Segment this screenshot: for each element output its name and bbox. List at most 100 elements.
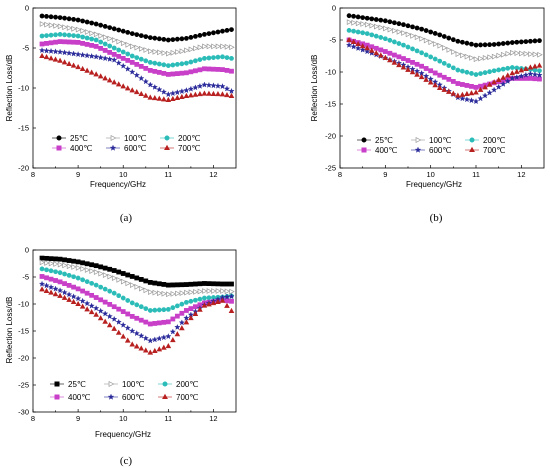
y-tick-label: 0	[25, 246, 29, 255]
data-point	[152, 60, 158, 66]
data-point	[93, 282, 99, 288]
series-5	[39, 286, 235, 355]
legend-label: 600℃	[429, 146, 451, 155]
data-point	[71, 16, 76, 22]
data-point	[39, 286, 45, 292]
data-point	[147, 81, 154, 88]
data-point	[133, 71, 140, 78]
data-point	[71, 39, 76, 45]
data-point	[201, 90, 208, 96]
data-point	[174, 331, 181, 337]
data-point	[134, 315, 140, 321]
data-point	[211, 281, 216, 287]
data-point	[80, 260, 86, 266]
data-point	[129, 314, 135, 319]
data-point	[396, 21, 402, 27]
data-point	[134, 32, 140, 37]
legend-marker	[107, 393, 115, 400]
data-point	[174, 36, 180, 42]
data-point	[481, 92, 489, 99]
data-point	[129, 327, 136, 334]
y-tick-label: 0	[25, 4, 29, 13]
data-point	[53, 14, 58, 20]
panel-c-label: (c)	[120, 455, 133, 467]
data-point	[160, 88, 167, 95]
data-point	[62, 271, 67, 277]
data-point	[125, 41, 132, 48]
data-point	[125, 311, 131, 317]
data-point	[89, 42, 95, 48]
data-point	[125, 57, 131, 63]
data-point	[115, 318, 122, 325]
data-point	[220, 28, 225, 34]
data-point	[107, 266, 113, 272]
data-point	[66, 16, 72, 22]
data-point	[129, 31, 135, 36]
data-point	[52, 56, 59, 62]
data-point	[446, 35, 452, 41]
data-point	[138, 56, 144, 62]
data-point	[224, 92, 230, 98]
data-point	[39, 255, 45, 261]
data-point	[509, 40, 515, 45]
data-point	[459, 95, 466, 102]
data-point	[134, 275, 140, 281]
data-point	[39, 41, 45, 47]
data-point	[364, 45, 371, 51]
data-point	[179, 36, 185, 42]
data-point	[143, 306, 149, 311]
data-point	[400, 64, 407, 70]
data-point	[62, 15, 67, 21]
data-point	[532, 38, 538, 44]
data-point	[134, 283, 141, 290]
data-point	[111, 290, 117, 296]
y-tick-label: -5	[329, 36, 336, 45]
data-point	[414, 61, 420, 67]
panel-c-ylabel: Reflection Loss/dB	[5, 297, 14, 364]
data-point	[478, 55, 484, 62]
data-point	[229, 298, 234, 304]
series-4	[38, 280, 235, 344]
data-point	[84, 267, 91, 273]
data-point	[188, 298, 194, 304]
data-point	[129, 59, 135, 65]
data-point	[229, 288, 235, 295]
data-point	[61, 289, 68, 296]
data-point	[120, 83, 127, 89]
data-point	[138, 332, 145, 339]
data-point	[102, 318, 108, 324]
data-point	[350, 38, 357, 45]
data-point	[48, 276, 54, 282]
data-point	[373, 17, 379, 22]
data-point	[532, 63, 538, 69]
data-point	[179, 301, 185, 307]
data-point	[193, 288, 199, 295]
data-point	[66, 32, 72, 38]
data-point	[459, 82, 465, 87]
data-point	[156, 346, 163, 352]
panel-c-xlabel: Frequency/GHz	[95, 430, 151, 439]
data-point	[57, 39, 63, 44]
data-point	[170, 305, 176, 311]
data-point	[174, 282, 180, 288]
legend-label: 200℃	[483, 136, 505, 145]
panel-b-xlabel: Frequency/GHz	[406, 180, 462, 189]
y-tick-label: -15	[18, 327, 29, 336]
data-point	[459, 39, 465, 45]
data-point	[193, 68, 198, 74]
data-point	[188, 59, 194, 65]
data-point	[161, 37, 167, 42]
data-point	[156, 61, 162, 67]
data-point	[44, 21, 50, 28]
data-point	[419, 35, 425, 42]
data-point	[48, 55, 54, 61]
data-point	[166, 291, 172, 298]
data-point	[174, 313, 180, 319]
data-point	[120, 62, 127, 69]
data-point	[138, 33, 144, 38]
data-point	[229, 68, 234, 74]
data-point	[84, 279, 90, 284]
data-point	[62, 24, 68, 31]
data-point	[183, 314, 190, 321]
data-point	[75, 264, 82, 271]
